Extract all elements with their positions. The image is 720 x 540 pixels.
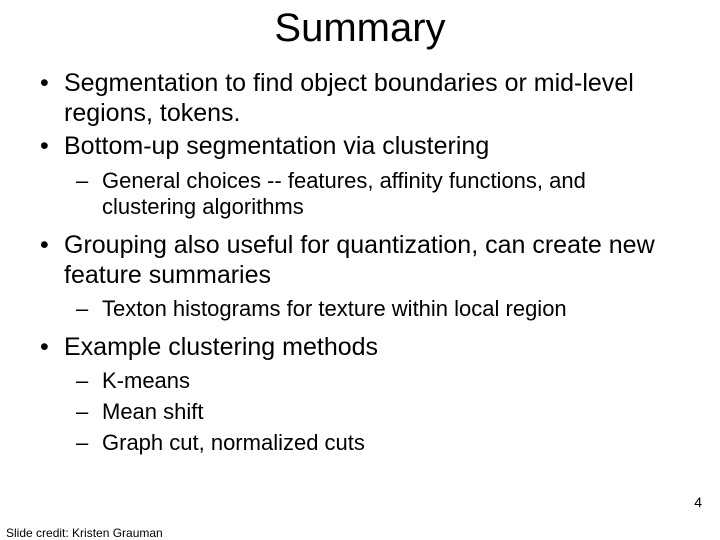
page-number: 4 [694,494,702,510]
bullet-item: Segmentation to find object boundaries o… [64,69,684,128]
bullet-item: Grouping also useful for quantization, c… [64,231,684,323]
sub-bullet-list: Texton histograms for texture within loc… [64,296,684,323]
bullet-text: Grouping also useful for quantization, c… [64,231,655,289]
bullet-list: Segmentation to find object boundaries o… [0,69,720,457]
slide-credit: Slide credit: Kristen Grauman [6,526,163,540]
slide-title: Summary [0,6,720,51]
sub-bullet-item: Texton histograms for texture within loc… [102,296,684,323]
slide: Summary Segmentation to find object boun… [0,6,720,540]
sub-bullet-list: General choices -- features, affinity fu… [64,168,684,222]
sub-bullet-item: K-means [102,368,684,395]
bullet-item: Example clustering methods K-means Mean … [64,333,684,457]
bullet-item: Bottom-up segmentation via clustering Ge… [64,132,684,221]
sub-bullet-item: Mean shift [102,399,684,426]
sub-bullet-list: K-means Mean shift Graph cut, normalized… [64,368,684,456]
sub-bullet-item: Graph cut, normalized cuts [102,430,684,457]
sub-bullet-item: General choices -- features, affinity fu… [102,168,684,222]
bullet-text: Bottom-up segmentation via clustering [64,132,489,160]
bullet-text: Example clustering methods [64,333,378,361]
